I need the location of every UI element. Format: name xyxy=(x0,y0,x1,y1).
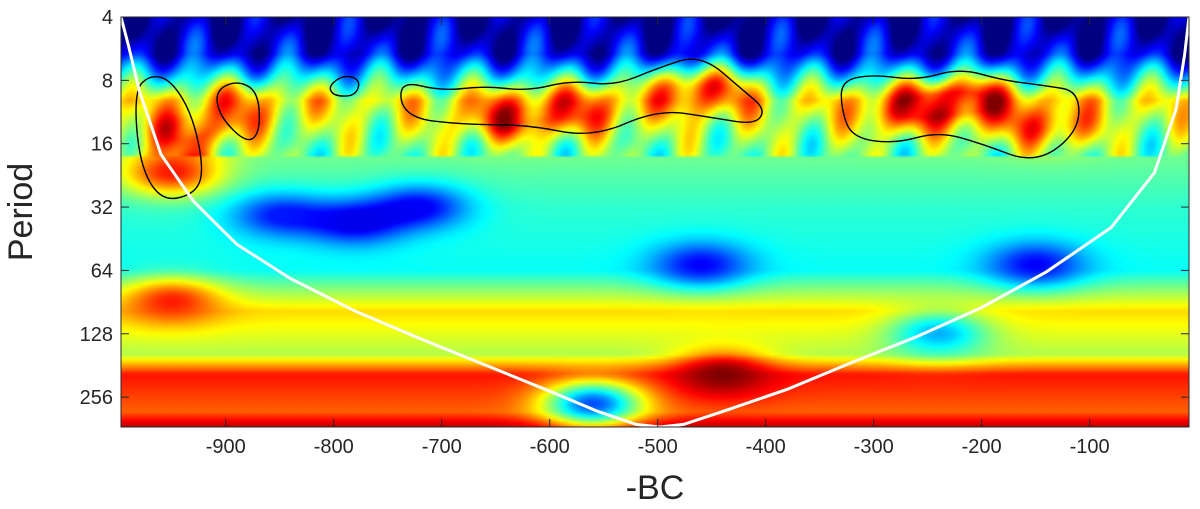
plot-frame xyxy=(120,16,1190,428)
x-axis: -900 -800 -700 -600 -500 -400 -300 -200 -100 xyxy=(206,17,1110,458)
y-tick-label: 32 xyxy=(91,197,113,219)
x-tick-label: -800 xyxy=(314,436,354,458)
x-tick-label: -700 xyxy=(422,436,462,458)
x-tick-label: -500 xyxy=(638,436,678,458)
significance-contour-5 xyxy=(840,70,1080,159)
significance-contour-1 xyxy=(135,75,203,200)
x-axis-title: -BC xyxy=(626,469,685,507)
y-axis-title: Period xyxy=(2,163,40,261)
significance-contours xyxy=(135,58,1080,200)
y-axis: 4 8 16 32 64 128 256 xyxy=(80,7,1189,409)
x-tick-label: -600 xyxy=(530,436,570,458)
x-tick-label: -300 xyxy=(854,436,894,458)
significance-contour-2 xyxy=(216,82,261,141)
x-tick-label: -100 xyxy=(1070,436,1110,458)
y-tick-label: 128 xyxy=(80,324,113,346)
plot-area xyxy=(120,16,1190,428)
y-tick-label: 256 xyxy=(80,387,113,409)
wavelet-power-heatmap xyxy=(121,17,1189,427)
cone-of-influence xyxy=(121,17,1189,427)
significance-contour-3 xyxy=(329,75,360,97)
y-tick-label: 16 xyxy=(91,134,113,156)
y-tick-label: 8 xyxy=(102,70,113,92)
significance-contour-4 xyxy=(400,58,763,135)
x-tick-label: -900 xyxy=(206,436,246,458)
x-tick-label: -200 xyxy=(962,436,1002,458)
y-tick-label: 64 xyxy=(91,260,113,282)
y-tick-label: 4 xyxy=(102,7,113,29)
x-tick-label: -400 xyxy=(746,436,786,458)
